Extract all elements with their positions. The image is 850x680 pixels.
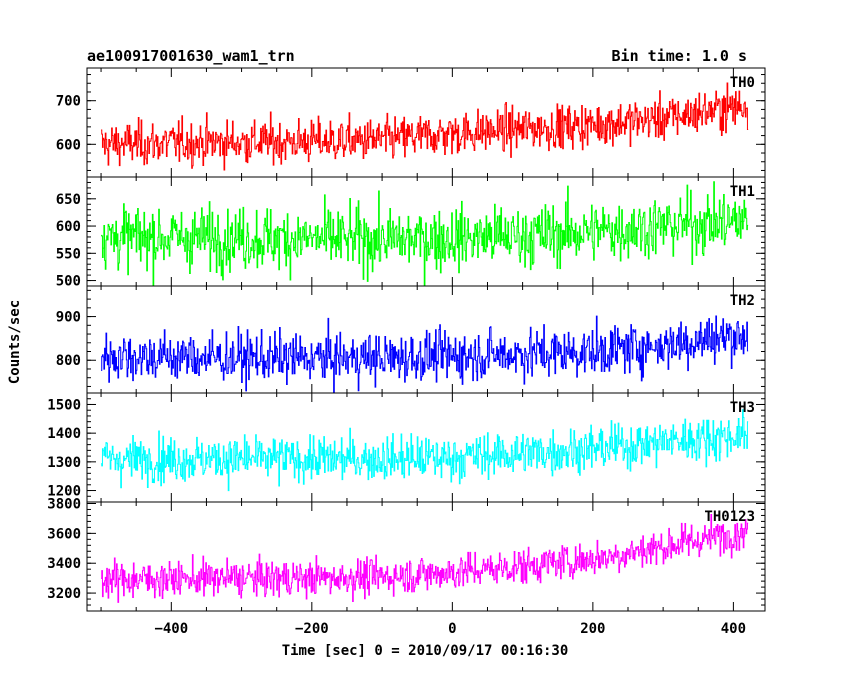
y-tick-label: 1300: [47, 455, 81, 471]
y-tick-label: 3200: [47, 586, 81, 602]
panel-th0123: 3200 3400 3600 3800 TH0123: [47, 496, 766, 612]
y-tick-label: 1500: [47, 397, 81, 413]
panel-th3: 1200 1300 1400 1500 TH3: [47, 392, 766, 503]
chart-title: ae100917001630_wam1_trn: [87, 47, 295, 65]
panel-label-th3: TH3: [730, 400, 755, 416]
y-tick-label: 3400: [47, 556, 81, 572]
x-tick-label: 0: [448, 621, 456, 637]
panel-label-th2: TH2: [730, 293, 755, 309]
y-tick-label: 3600: [47, 526, 81, 542]
y-tick-label: 1400: [47, 426, 81, 442]
y-tick-label: 600: [56, 219, 81, 235]
y-tick-label: 650: [56, 192, 81, 208]
panel-th2: 800 900 TH2: [56, 285, 766, 394]
x-tick-label: 400: [721, 621, 746, 637]
series-th0: [101, 82, 749, 171]
panel-th0: 600 700 TH0: [56, 67, 766, 178]
y-tick-label: 900: [56, 310, 81, 326]
y-tick-label: 1200: [47, 484, 81, 500]
y-tick-label: 600: [56, 137, 81, 153]
panel-frame: [86, 501, 766, 612]
panel-label-th0123: TH0123: [704, 509, 755, 525]
panel-th1: 500 550 600 650 TH1: [56, 176, 766, 290]
series-th2: [101, 315, 749, 393]
y-tick-label: 800: [56, 353, 81, 369]
y-tick-label: 500: [56, 274, 81, 290]
x-axis-label: Time [sec] 0 = 2010/09/17 00:16:30: [282, 643, 569, 659]
series-th1: [101, 181, 749, 286]
y-axis-label: Counts/sec: [7, 300, 23, 384]
panel-label-th1: TH1: [730, 184, 755, 200]
series-th0123: [101, 513, 749, 603]
series-th3: [101, 409, 749, 492]
y-tick-label: 3800: [47, 496, 81, 512]
x-tick-label: −200: [295, 621, 329, 637]
x-tick-label: 200: [580, 621, 605, 637]
x-tick-label: −400: [154, 621, 188, 637]
bin-time-label: Bin time: 1.0 s: [612, 47, 747, 65]
y-tick-label: 700: [56, 94, 81, 110]
panel-label-th0: TH0: [730, 75, 755, 91]
y-tick-label: 550: [56, 246, 81, 262]
